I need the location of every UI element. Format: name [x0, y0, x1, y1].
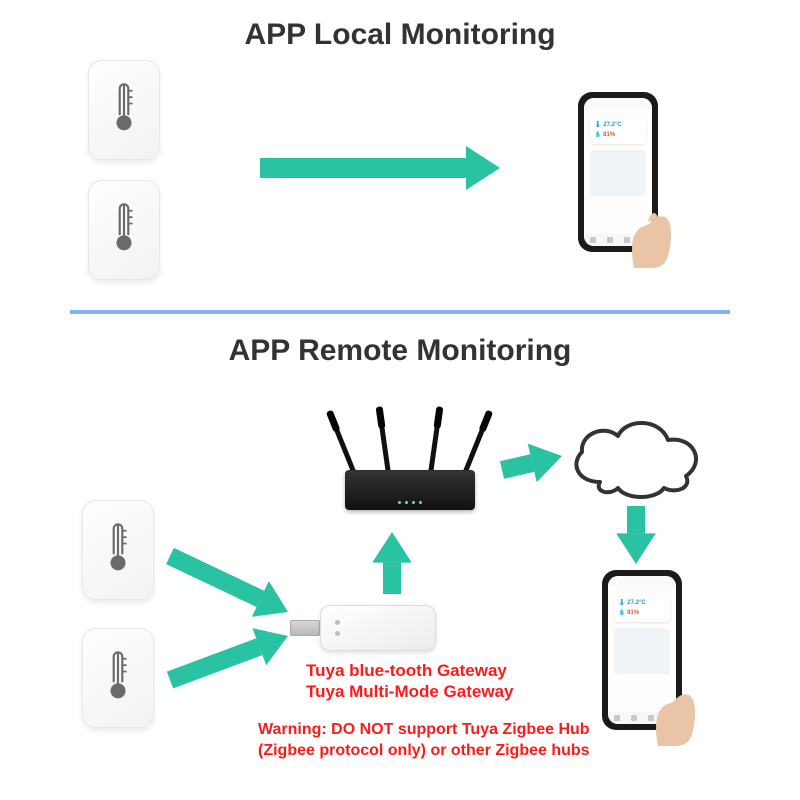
gateway-label-line-2: Tuya Multi-Mode Gateway — [306, 681, 514, 702]
warning-text: Warning: DO NOT support Tuya Zigbee Hub … — [258, 720, 590, 762]
gateway-label-line-1: Tuya blue-tooth Gateway — [306, 660, 514, 681]
warning-line-2: (Zigbee protocol only) or other Zigbee h… — [258, 741, 590, 762]
warning-line-1: Warning: DO NOT support Tuya Zigbee Hub — [258, 720, 590, 741]
gateway-label: Tuya blue-tooth Gateway Tuya Multi-Mode … — [306, 660, 514, 703]
